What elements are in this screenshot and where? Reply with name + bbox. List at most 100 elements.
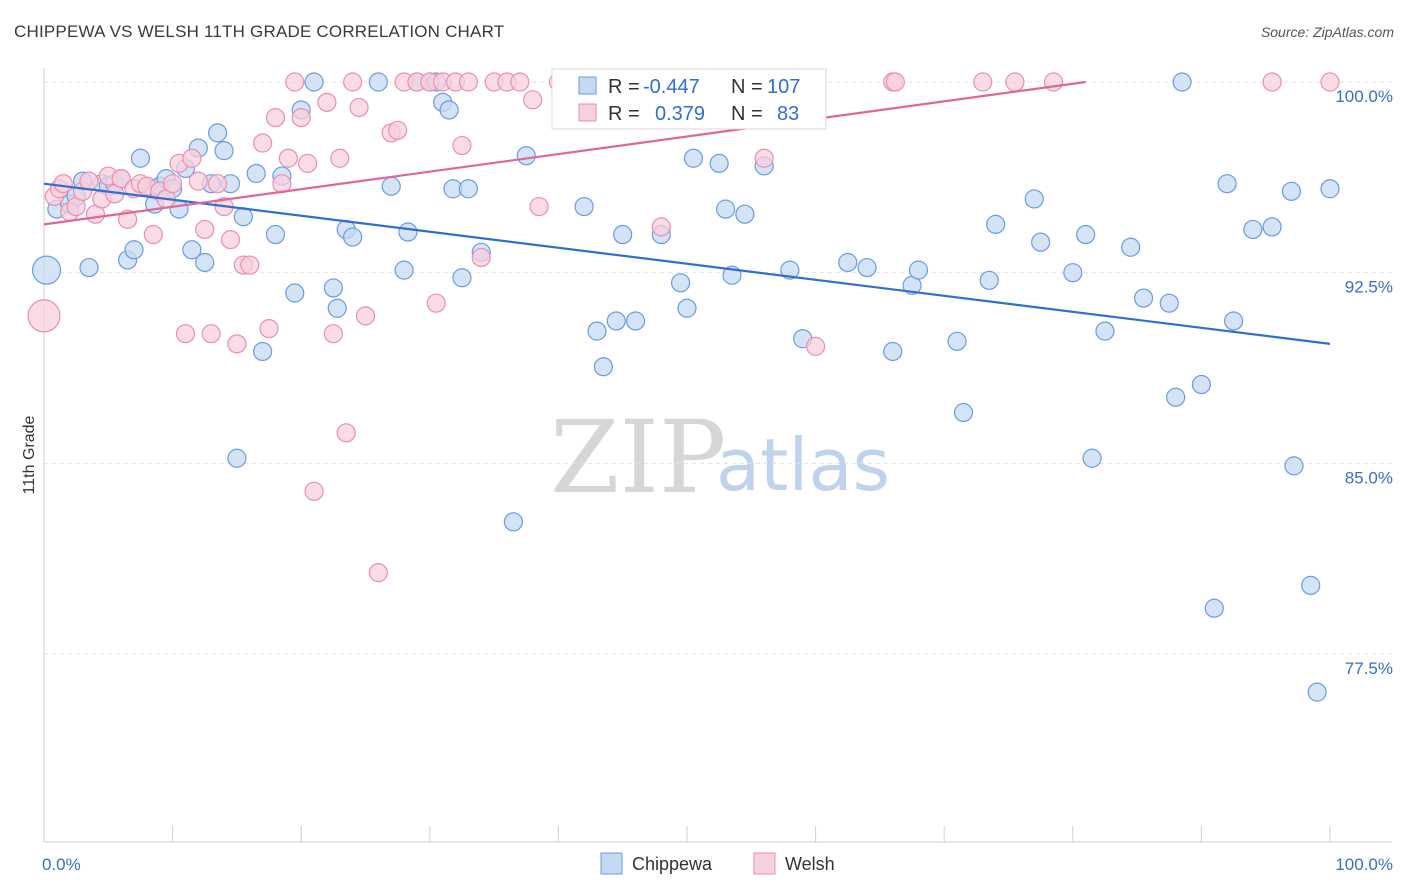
welsh-point	[298, 153, 318, 173]
y-tick-label: 92.5%	[1345, 278, 1393, 297]
watermark-atlas: atlas	[716, 423, 890, 507]
welsh-point	[208, 174, 228, 194]
welsh-point	[163, 174, 183, 194]
chippewa-point	[285, 283, 305, 303]
chippewa-point	[780, 260, 800, 280]
legend-n-label-welsh: N =	[731, 103, 763, 125]
welsh-point	[323, 324, 343, 344]
chippewa-point	[343, 227, 363, 247]
welsh-point	[117, 209, 138, 229]
chippewa-point	[227, 448, 247, 468]
welsh-point	[53, 174, 73, 194]
welsh-point	[805, 336, 826, 356]
chippewa-point	[516, 146, 536, 166]
chippewa-point	[715, 199, 736, 219]
chippewa-point	[574, 196, 594, 217]
chippewa-point	[1082, 448, 1102, 468]
welsh-point	[510, 72, 530, 92]
chippewa-point	[1301, 575, 1321, 595]
legend-r-value-welsh: 0.379	[655, 103, 705, 125]
chippewa-point	[625, 311, 646, 331]
chippewa-point	[246, 163, 266, 184]
welsh-point	[259, 318, 279, 339]
welsh-point	[291, 107, 311, 128]
welsh-point	[388, 120, 408, 140]
chippewa-point	[670, 273, 691, 293]
chippewa-point	[986, 214, 1006, 234]
chippewa-point	[452, 268, 472, 288]
chippewa-point	[735, 204, 755, 224]
chippewa-point	[908, 260, 929, 280]
chippewa-point	[398, 222, 418, 242]
y-tick-labels: 100.0% 92.5% 85.0% 77.5%	[1335, 87, 1393, 678]
y-tick-label: 77.5%	[1345, 659, 1393, 678]
welsh-point	[754, 148, 774, 168]
legend-r-label-welsh: R =	[608, 103, 640, 125]
welsh-point	[111, 169, 131, 189]
welsh-point	[27, 299, 61, 333]
chippewa-point	[709, 153, 729, 173]
welsh-point	[1005, 72, 1025, 92]
welsh-point	[885, 72, 905, 92]
welsh-point	[349, 97, 369, 118]
chippewa-point	[613, 224, 633, 245]
y-tick-label: 85.0%	[1345, 468, 1393, 487]
source-credit: Source: ZipAtlas.com	[1260, 24, 1394, 40]
welsh-point	[336, 423, 356, 443]
x-ticks	[43, 826, 1331, 842]
welsh-point	[285, 72, 305, 92]
chippewa-point	[838, 252, 858, 273]
welsh-point	[227, 334, 247, 354]
legend-swatch-chippewa	[578, 76, 597, 95]
series-chippewa-points	[31, 72, 1340, 702]
welsh-point	[452, 135, 472, 156]
watermark: ZIP atlas	[550, 399, 890, 516]
welsh-point	[368, 563, 388, 583]
welsh-point	[523, 90, 543, 110]
welsh-point	[201, 324, 221, 344]
trend-lines	[43, 80, 1331, 345]
chippewa-point	[1031, 232, 1051, 252]
chippewa-point	[1095, 321, 1115, 341]
welsh-point	[458, 72, 478, 92]
welsh-point	[240, 255, 260, 275]
chippewa-point	[1204, 598, 1224, 618]
legend-swatch-welsh	[578, 103, 597, 122]
y-axis-title: 11th Grade	[21, 415, 38, 494]
chippewa-point	[677, 298, 697, 318]
chippewa-point	[1217, 174, 1237, 194]
welsh-point	[182, 148, 202, 168]
chippewa-point	[947, 331, 967, 351]
chippewa-point	[195, 252, 215, 273]
welsh-point	[188, 171, 208, 191]
welsh-point	[973, 72, 993, 92]
y-tick-label: 100.0%	[1335, 87, 1393, 106]
welsh-point	[195, 219, 215, 240]
series-legend: Chippewa Welsh	[600, 852, 835, 875]
bottom-legend-swatch-welsh	[753, 852, 776, 875]
welsh-point	[175, 324, 196, 344]
chippewa-point	[79, 257, 99, 278]
chippewa-point	[1159, 293, 1179, 313]
chippewa-point	[439, 100, 459, 120]
chippewa-point	[458, 179, 478, 199]
welsh-trend-line	[43, 80, 1086, 226]
chart-title: CHIPPEWA VS WELSH 11TH GRADE CORRELATION…	[14, 22, 505, 41]
legend-r-value-chippewa: -0.447	[643, 76, 700, 98]
chippewa-point	[503, 512, 523, 532]
chippewa-point	[1307, 682, 1327, 702]
stats-legend-box	[551, 68, 827, 130]
chippewa-point	[1320, 179, 1340, 199]
legend-n-value-chippewa: 107	[767, 76, 800, 98]
x-tick-label: 0.0%	[42, 855, 81, 874]
chippewa-trend-line	[43, 182, 1331, 345]
bottom-legend-swatch-chippewa	[600, 852, 623, 875]
chippewa-point	[323, 278, 343, 298]
series-welsh-points	[27, 72, 1340, 583]
x-tick-labels: 0.0% 100.0%	[42, 855, 1393, 874]
chippewa-point	[1281, 181, 1302, 201]
welsh-point	[278, 148, 298, 168]
welsh-point	[253, 133, 273, 153]
chippewa-point	[883, 341, 903, 362]
